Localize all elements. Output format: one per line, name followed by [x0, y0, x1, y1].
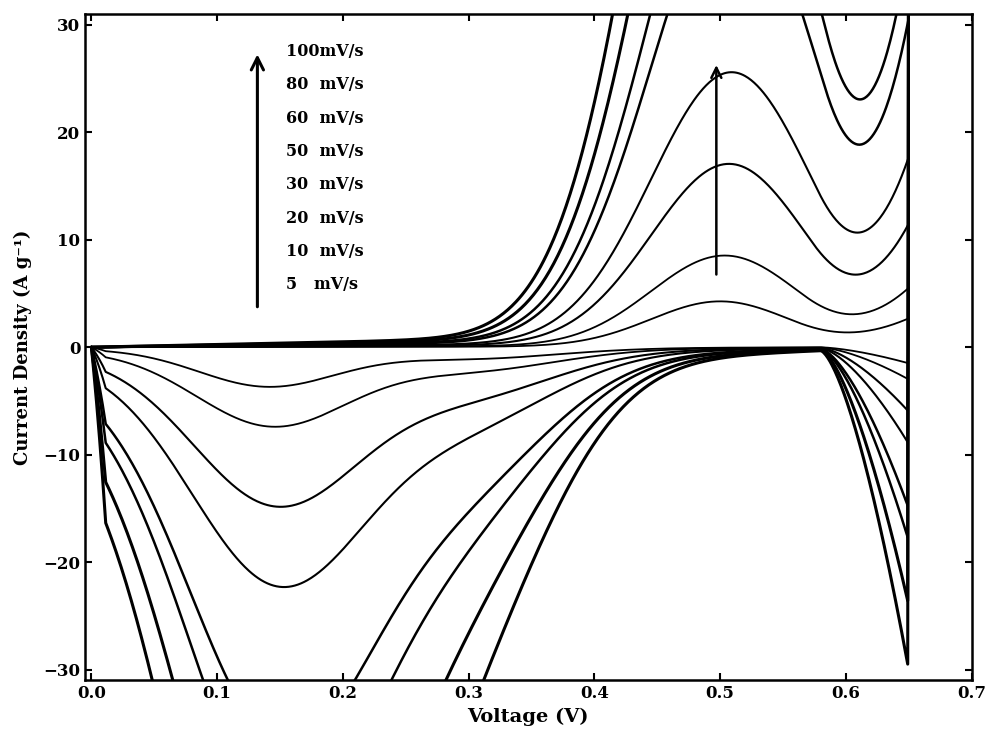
Y-axis label: Current Density (A g⁻¹): Current Density (A g⁻¹) [14, 229, 32, 465]
Text: 50  mV/s: 50 mV/s [286, 143, 364, 160]
Text: 60  mV/s: 60 mV/s [286, 110, 364, 127]
Text: 100mV/s: 100mV/s [286, 43, 364, 60]
Text: 10  mV/s: 10 mV/s [286, 243, 364, 260]
Text: 80  mV/s: 80 mV/s [286, 76, 364, 93]
Text: 5   mV/s: 5 mV/s [286, 276, 358, 293]
Text: 20  mV/s: 20 mV/s [286, 209, 364, 226]
Text: 30  mV/s: 30 mV/s [286, 176, 364, 193]
X-axis label: Voltage (V): Voltage (V) [468, 708, 589, 726]
